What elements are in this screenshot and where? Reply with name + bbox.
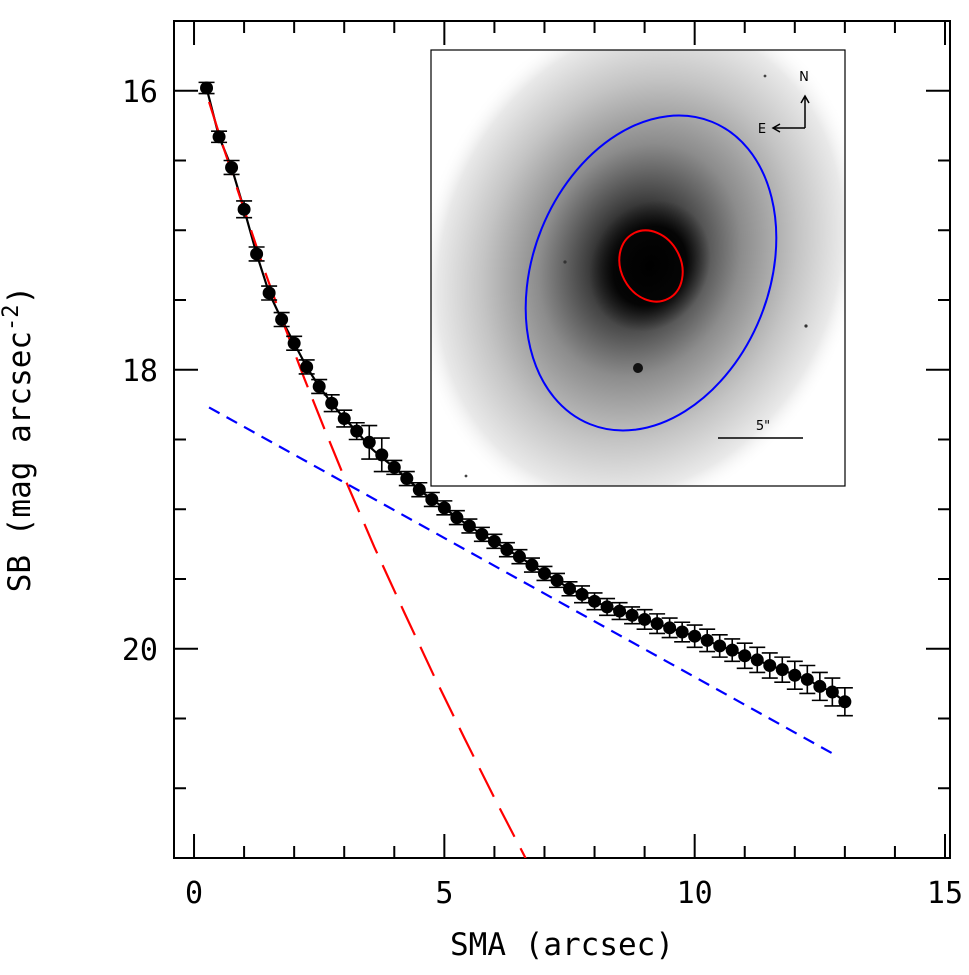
compass-east-label: E bbox=[758, 122, 766, 137]
data-point bbox=[576, 588, 589, 601]
star-point-small bbox=[563, 260, 566, 263]
data-point bbox=[238, 203, 251, 216]
data-point bbox=[500, 543, 513, 556]
data-point bbox=[688, 630, 701, 643]
compass-north-label: N bbox=[799, 70, 809, 85]
data-point bbox=[776, 663, 789, 676]
star-point-small bbox=[804, 324, 807, 327]
data-point bbox=[713, 639, 726, 652]
data-point bbox=[613, 605, 626, 618]
data-point bbox=[225, 161, 238, 174]
data-point bbox=[350, 425, 363, 438]
scale-bar-label: 5" bbox=[756, 419, 770, 434]
data-point bbox=[463, 519, 476, 532]
y-axis-title: SB (mag arcsec-2) bbox=[0, 286, 38, 592]
x-tick-label: 15 bbox=[927, 876, 963, 911]
data-point bbox=[676, 626, 689, 639]
data-point bbox=[363, 436, 376, 449]
data-point bbox=[601, 600, 614, 613]
data-point bbox=[475, 528, 488, 541]
data-point bbox=[813, 680, 826, 693]
data-point bbox=[425, 493, 438, 506]
data-point bbox=[525, 559, 538, 572]
data-point bbox=[388, 461, 401, 474]
data-point bbox=[263, 287, 276, 300]
data-point bbox=[538, 567, 551, 580]
data-point bbox=[300, 360, 313, 373]
data-point bbox=[400, 472, 413, 485]
data-point bbox=[200, 81, 213, 94]
x-tick-label: 10 bbox=[677, 876, 713, 911]
data-point bbox=[626, 609, 639, 622]
x-tick-label: 5 bbox=[435, 876, 453, 911]
star-point-small bbox=[764, 75, 767, 78]
y-tick-label: 20 bbox=[122, 633, 158, 668]
data-point bbox=[213, 130, 226, 143]
data-point bbox=[375, 448, 388, 461]
y-tick-label: 18 bbox=[122, 354, 158, 389]
data-point bbox=[563, 582, 576, 595]
data-point bbox=[450, 511, 463, 524]
data-point bbox=[801, 673, 814, 686]
data-point bbox=[550, 574, 563, 587]
data-point bbox=[701, 634, 714, 647]
x-axis-title: SMA (arcsec) bbox=[450, 927, 674, 963]
data-point bbox=[288, 337, 301, 350]
star-point-small bbox=[465, 475, 468, 478]
data-point bbox=[751, 653, 764, 666]
data-point bbox=[826, 685, 839, 698]
data-point bbox=[726, 644, 739, 657]
data-point bbox=[638, 613, 651, 626]
data-point bbox=[338, 412, 351, 425]
data-point bbox=[738, 649, 751, 662]
data-point bbox=[588, 595, 601, 608]
data-point bbox=[513, 550, 526, 563]
star-point bbox=[633, 363, 643, 373]
data-point bbox=[250, 247, 263, 260]
x-tick-label: 0 bbox=[185, 876, 203, 911]
y-tick-label: 16 bbox=[122, 75, 158, 110]
data-point bbox=[651, 617, 664, 630]
data-point bbox=[488, 535, 501, 548]
data-point bbox=[438, 501, 451, 514]
data-point bbox=[838, 695, 851, 708]
data-point bbox=[788, 669, 801, 682]
data-point bbox=[663, 621, 676, 634]
data-point bbox=[275, 313, 288, 326]
data-point bbox=[763, 659, 776, 672]
data-point bbox=[325, 397, 338, 410]
data-point bbox=[313, 380, 326, 393]
data-point bbox=[413, 483, 426, 496]
